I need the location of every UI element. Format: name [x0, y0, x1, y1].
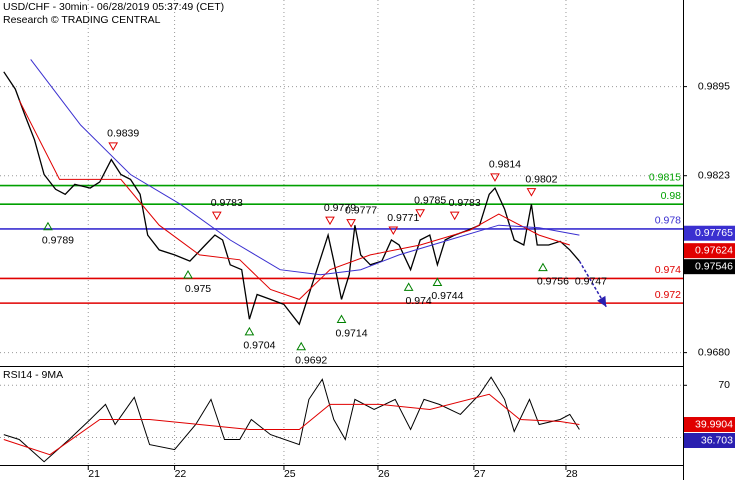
y-tick-label: 0.9895: [698, 80, 730, 92]
last-value-box: [684, 243, 735, 259]
peak-label: 0.9814: [489, 159, 521, 171]
x-tick-label: 25: [284, 468, 296, 480]
x-tick-label: 28: [566, 468, 578, 480]
rsi-title: RSI14 - 9MA: [3, 369, 63, 381]
peak-marker: [388, 226, 399, 236]
trough-marker: [403, 282, 414, 291]
series-line: [18, 99, 570, 300]
y-tick-label: 70: [718, 379, 730, 391]
last-value-box: [684, 417, 735, 433]
trough-marker: [296, 341, 307, 351]
trough-marker: [43, 221, 53, 231]
level-label: 0.9815: [649, 171, 681, 183]
series-line: [3, 71, 580, 326]
x-tick-label: 27: [474, 468, 486, 480]
trough-marker: [336, 314, 347, 324]
peak-label: 0.9785: [414, 194, 446, 206]
trough-marker: [538, 262, 548, 272]
last-value-label: 36.703: [701, 434, 733, 446]
forecast-arrow: [578, 260, 607, 308]
peak-marker: [325, 216, 335, 226]
level-label: 0.978: [655, 215, 681, 227]
x-tick-label: 26: [378, 468, 390, 480]
peak-label: 0.9783: [211, 197, 243, 209]
series-line: [3, 376, 580, 463]
forecast-arrowhead: [597, 295, 607, 307]
level-label: 0.972: [655, 289, 681, 301]
last-value-label: 0.97765: [695, 227, 733, 239]
trough-label: 0.9714: [335, 327, 367, 339]
peak-marker: [211, 211, 222, 221]
trough-label: 0.9692: [295, 355, 327, 367]
peak-label: 0.9783: [449, 197, 481, 209]
peak-marker: [449, 211, 460, 221]
last-value-label: 39.9904: [695, 418, 733, 430]
last-value-label: 0.97624: [695, 244, 733, 256]
target-label: 0.9747: [575, 276, 607, 288]
peak-label: 0.9839: [107, 128, 139, 140]
peak-label: 0.9802: [525, 173, 557, 185]
y-tick-label: 0.9680: [698, 346, 730, 358]
y-tick-label: 0.9823: [698, 169, 730, 181]
last-value-box: [684, 225, 735, 241]
x-tick-label: 21: [88, 468, 100, 480]
peak-marker: [346, 219, 356, 228]
peak-label: 0.9779: [324, 202, 356, 214]
level-label: 0.98: [661, 190, 682, 202]
trough-label: 0.974: [406, 295, 432, 307]
peak-marker: [415, 209, 426, 218]
peak-marker: [526, 188, 537, 197]
trough-label: 0.9744: [431, 290, 463, 302]
peak-label: 0.9777: [345, 204, 377, 216]
trough-marker: [432, 277, 443, 286]
level-label: 0.974: [655, 264, 681, 276]
trough-marker: [183, 270, 193, 279]
peak-label: 0.9771: [387, 212, 419, 224]
chart-subtitle: Research © TRADING CENTRAL: [3, 14, 161, 26]
last-value-box: [684, 259, 735, 275]
x-tick-label: 22: [175, 468, 187, 480]
trough-label: 0.9704: [243, 340, 275, 352]
peak-marker: [108, 142, 119, 151]
trough-label: 0.975: [185, 283, 211, 295]
series-line: [3, 393, 580, 456]
peak-marker: [490, 173, 500, 182]
trough-label: 0.9756: [537, 275, 569, 287]
chart-title: USD/CHF - 30min - 06/28/2019 05:37:49 (C…: [3, 1, 224, 13]
trough-marker: [244, 326, 255, 336]
last-value-box: [684, 433, 735, 449]
trough-label: 0.9789: [42, 235, 74, 247]
last-value-label: 0.97546: [695, 260, 733, 272]
series-line: [30, 59, 580, 276]
